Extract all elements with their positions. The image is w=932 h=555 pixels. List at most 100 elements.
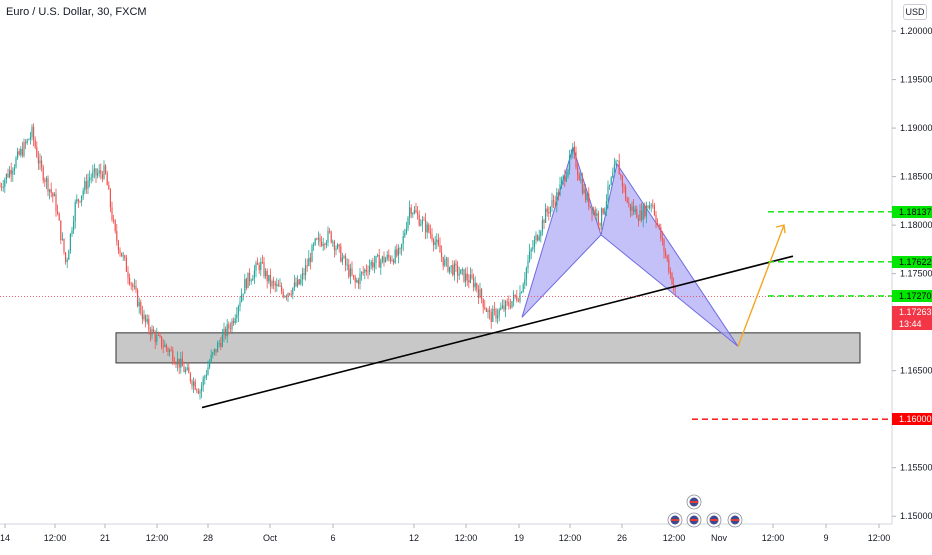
candle-body bbox=[55, 194, 57, 212]
candle-body bbox=[273, 281, 275, 283]
candle-body bbox=[607, 186, 609, 202]
candle-body bbox=[281, 285, 283, 292]
candle-body bbox=[255, 263, 257, 271]
candle-body bbox=[468, 280, 470, 283]
countdown-label: 13:44 bbox=[899, 319, 922, 329]
candle-body bbox=[181, 358, 183, 367]
candle-body bbox=[493, 308, 495, 310]
candle-body bbox=[551, 200, 553, 207]
candle-body bbox=[556, 192, 558, 206]
candle-body bbox=[151, 329, 153, 336]
candle-body bbox=[143, 315, 145, 320]
candle-body bbox=[17, 151, 19, 159]
candle-body bbox=[164, 344, 166, 347]
candle-body bbox=[629, 204, 631, 211]
candle-body bbox=[57, 211, 59, 214]
harmonic-triangle-xab bbox=[521, 145, 602, 318]
candle-body bbox=[301, 273, 303, 280]
candle-body bbox=[34, 139, 36, 148]
candle-body bbox=[225, 328, 227, 337]
candle-body bbox=[404, 232, 406, 237]
candle-body bbox=[82, 190, 84, 196]
candle-body bbox=[237, 306, 239, 315]
candle-body bbox=[516, 296, 518, 301]
event-flag-stripe bbox=[690, 519, 698, 521]
candle-body bbox=[583, 188, 585, 194]
candle-body bbox=[317, 237, 319, 240]
candle-body bbox=[596, 213, 598, 216]
candle-body bbox=[97, 173, 99, 176]
candle-body bbox=[655, 214, 657, 224]
candle-body bbox=[29, 137, 31, 140]
candle-body bbox=[245, 278, 247, 289]
y-tick-label: 1.16500 bbox=[900, 366, 932, 376]
candle-body bbox=[548, 212, 550, 214]
x-tick-label: 12 bbox=[409, 533, 419, 543]
candle-body bbox=[92, 171, 94, 178]
candle-body bbox=[412, 213, 414, 215]
trendline bbox=[201, 255, 794, 409]
y-tick-label: 1.17500 bbox=[900, 269, 932, 279]
candle-body bbox=[23, 142, 25, 156]
candle-body bbox=[346, 264, 348, 266]
candle-body bbox=[535, 235, 537, 241]
candle-body bbox=[617, 160, 619, 162]
candle-body bbox=[437, 239, 439, 245]
candle-body bbox=[359, 274, 361, 284]
candle-body bbox=[249, 272, 251, 282]
currency-badge[interactable]: USD bbox=[903, 4, 927, 20]
candle-body bbox=[386, 254, 388, 260]
candle-body bbox=[223, 328, 225, 335]
candle-body bbox=[580, 179, 582, 181]
level-price-tag: 1.17270 bbox=[892, 289, 932, 302]
event-flag-stripe bbox=[731, 519, 739, 521]
y-tick-label: 1.19500 bbox=[900, 75, 932, 85]
candle-body bbox=[167, 348, 169, 352]
candle-body bbox=[581, 179, 583, 194]
candle-body bbox=[311, 245, 313, 262]
y-tick-label: 1.18500 bbox=[900, 172, 932, 182]
candle-body bbox=[481, 289, 483, 299]
candle-body bbox=[567, 169, 569, 177]
candle-body bbox=[58, 213, 60, 221]
candle-body bbox=[385, 259, 387, 263]
candle-body bbox=[532, 247, 534, 250]
candle-body bbox=[399, 248, 401, 249]
x-tick-label: 26 bbox=[617, 533, 627, 543]
candle-body bbox=[108, 185, 110, 190]
candle-body bbox=[477, 289, 479, 298]
candle-body bbox=[351, 268, 353, 276]
candle-body bbox=[573, 147, 575, 152]
candle-body bbox=[172, 350, 174, 362]
candle-body bbox=[505, 301, 507, 310]
candle-body bbox=[65, 252, 67, 262]
candle-body bbox=[354, 277, 356, 283]
candle-body bbox=[333, 241, 335, 251]
candle-body bbox=[444, 259, 446, 266]
candle-body bbox=[199, 391, 201, 394]
candle-body bbox=[487, 310, 489, 312]
candle-body bbox=[524, 278, 526, 285]
candle-body bbox=[309, 257, 311, 262]
candle-body bbox=[436, 239, 438, 243]
candle-body bbox=[218, 343, 220, 344]
candle-body bbox=[169, 349, 171, 352]
candle-body bbox=[0, 186, 1, 188]
support-zone bbox=[115, 332, 861, 364]
candle-body bbox=[266, 270, 268, 282]
candle-body bbox=[389, 257, 391, 261]
candle-body bbox=[308, 257, 310, 267]
candle-body bbox=[186, 367, 188, 370]
candle-body bbox=[321, 241, 323, 246]
candle-body bbox=[141, 312, 143, 320]
candle-body bbox=[455, 263, 457, 266]
candle-body bbox=[420, 224, 422, 226]
candle-body bbox=[116, 230, 118, 242]
candle-body bbox=[649, 205, 651, 209]
candle-body bbox=[364, 269, 366, 273]
harmonic-triangle-bcd bbox=[600, 162, 739, 347]
candle-body bbox=[207, 367, 209, 375]
candle-body bbox=[425, 219, 427, 233]
